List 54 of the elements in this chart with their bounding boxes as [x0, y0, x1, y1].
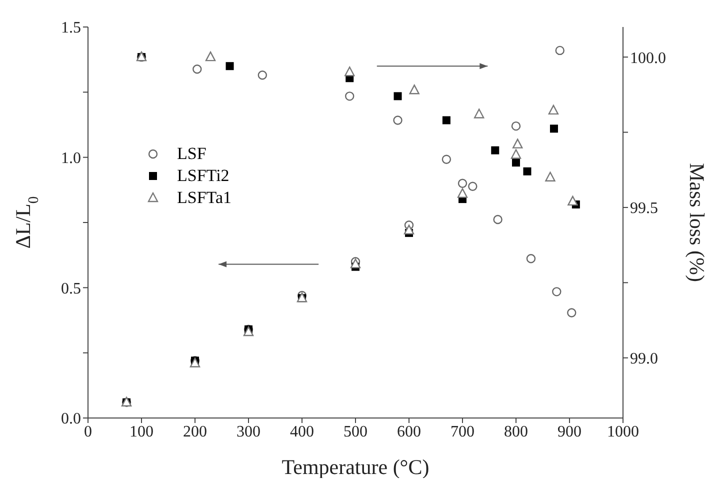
point — [442, 154, 452, 164]
x-tick-label: 500 — [344, 423, 368, 440]
point — [523, 167, 532, 176]
x-tick-label: 700 — [450, 423, 474, 440]
x-tick-label: 600 — [397, 423, 421, 440]
point — [394, 92, 402, 100]
point — [568, 196, 578, 206]
point — [468, 182, 478, 192]
y-tick-label: 0.5 — [61, 280, 81, 298]
point — [511, 121, 521, 131]
point — [512, 138, 523, 148]
x-tick-label: 300 — [236, 423, 260, 440]
point — [474, 108, 484, 118]
point — [404, 224, 414, 234]
point — [258, 70, 268, 80]
legend-label: LSFTa1 — [177, 188, 232, 208]
point — [555, 46, 564, 56]
x-tick-label: 100 — [130, 423, 154, 440]
x-tick-label: 200 — [183, 423, 207, 440]
point — [409, 84, 420, 94]
point — [442, 116, 450, 124]
y2-axis-title: Mass loss (%) — [685, 163, 709, 282]
point — [545, 172, 556, 182]
y-tick-label: 1.5 — [61, 20, 81, 37]
point — [226, 62, 234, 70]
x-tick-label: 800 — [504, 423, 528, 440]
point — [512, 158, 520, 167]
point — [567, 308, 576, 318]
y-tick-label: 1.0 — [61, 150, 81, 168]
point — [510, 149, 522, 159]
point — [205, 51, 216, 62]
legend-label: LSF — [177, 144, 206, 164]
point — [345, 92, 354, 101]
x-tick-label: 900 — [558, 423, 582, 440]
point — [344, 66, 355, 76]
legend-label: LSFTi2 — [177, 166, 230, 186]
point — [457, 188, 468, 198]
point — [526, 254, 536, 264]
x-tick-label: 1000 — [607, 423, 639, 440]
point — [493, 214, 502, 224]
x-tick-label: 400 — [290, 423, 314, 440]
point — [550, 124, 558, 133]
point — [192, 64, 202, 74]
point — [458, 178, 468, 188]
point — [243, 326, 254, 336]
point — [552, 287, 562, 296]
point — [393, 116, 402, 125]
y2-tick-label: 100.0 — [630, 50, 666, 67]
point — [491, 146, 500, 154]
y2-tick-label: 99.5 — [630, 200, 658, 218]
x-tick-label: 0 — [84, 423, 92, 440]
y2-tick-label: 99.0 — [630, 350, 658, 368]
y-tick-label: 0.0 — [61, 410, 81, 428]
point — [548, 104, 559, 115]
